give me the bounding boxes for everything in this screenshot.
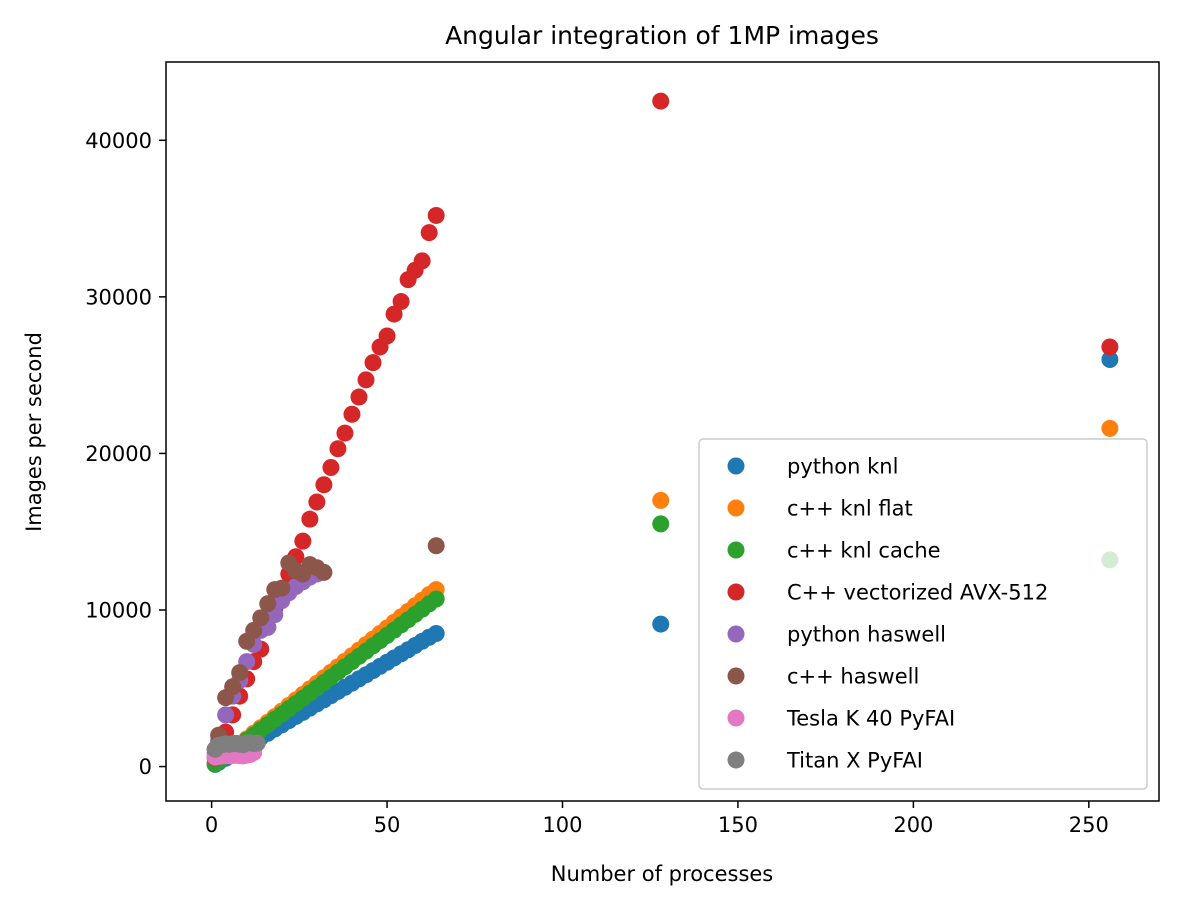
legend: python knl c++ knl flat c++ knl cache C++ v…: [698, 438, 1148, 790]
series-5: [206, 537, 445, 758]
data-point: [392, 293, 410, 311]
x-axis-ticks: 0 50 100 150 200 250: [205, 801, 1109, 837]
data-point: [420, 224, 438, 242]
y-axis-ticks: 0 10000 20000 30000 40000: [85, 129, 166, 779]
data-point: [336, 424, 354, 442]
y-tick-label: 40000: [85, 129, 152, 153]
x-tick-label: 150: [718, 813, 758, 837]
data-point: [315, 476, 333, 494]
data-point: [357, 371, 375, 389]
data-point: [364, 354, 382, 372]
data-point: [652, 615, 670, 633]
data-point: [427, 590, 445, 608]
data-point: [350, 388, 368, 406]
data-point: [231, 664, 249, 682]
data-point: [259, 595, 277, 613]
legend-label: c++ knl flat: [787, 497, 913, 521]
data-point: [273, 579, 291, 597]
y-tick-label: 0: [139, 755, 152, 779]
legend-frame: [698, 438, 1148, 790]
data-point: [378, 327, 396, 345]
data-point: [427, 537, 445, 555]
legend-label: C++ vectorized AVX-512: [787, 581, 1048, 605]
y-tick-label: 30000: [85, 285, 152, 309]
y-tick-label: 10000: [85, 598, 152, 622]
data-point: [301, 510, 319, 528]
x-tick-label: 100: [542, 813, 582, 837]
data-point: [1101, 350, 1119, 368]
data-point: [652, 491, 670, 509]
x-tick-label: 50: [374, 813, 401, 837]
x-axis-label: Number of processes: [551, 862, 774, 886]
data-point: [1101, 419, 1119, 437]
legend-label: c++ haswell: [787, 665, 919, 689]
data-point: [308, 493, 326, 511]
data-point: [252, 609, 270, 627]
legend-label: python knl: [787, 455, 898, 479]
legend-marker: [727, 541, 745, 559]
y-axis-label: Images per second: [22, 332, 46, 532]
data-point: [322, 459, 340, 477]
data-point: [217, 706, 235, 724]
legend-marker: [727, 667, 745, 685]
y-tick-label: 20000: [85, 442, 152, 466]
legend-marker: [727, 457, 745, 475]
data-point: [652, 92, 670, 110]
x-tick-label: 250: [1069, 813, 1109, 837]
x-tick-label: 200: [893, 813, 933, 837]
data-point: [224, 678, 242, 696]
data-point: [1101, 338, 1119, 356]
data-point: [385, 305, 403, 323]
data-point: [343, 405, 361, 423]
data-point: [248, 734, 266, 752]
legend-label: Titan X PyFAI: [786, 749, 923, 773]
data-point: [652, 515, 670, 533]
legend-label: Tesla K 40 PyFAI: [786, 707, 955, 731]
x-tick-label: 0: [205, 813, 218, 837]
legend-marker: [727, 709, 745, 727]
chart-title: Angular integration of 1MP images: [445, 21, 879, 50]
legend-label: python haswell: [787, 623, 946, 647]
legend-marker: [727, 499, 745, 517]
plot-frame: [165, 61, 1160, 802]
legend-marker: [727, 625, 745, 643]
data-point: [245, 621, 263, 639]
data-point: [427, 624, 445, 642]
legend-marker: [727, 751, 745, 769]
legend-marker: [727, 583, 745, 601]
series-7: [206, 734, 266, 758]
data-point: [315, 563, 333, 581]
legend-label: c++ knl cache: [787, 539, 941, 563]
data-point: [329, 440, 347, 458]
data-point: [294, 532, 312, 550]
data-point: [427, 206, 445, 224]
data-point: [413, 252, 431, 270]
